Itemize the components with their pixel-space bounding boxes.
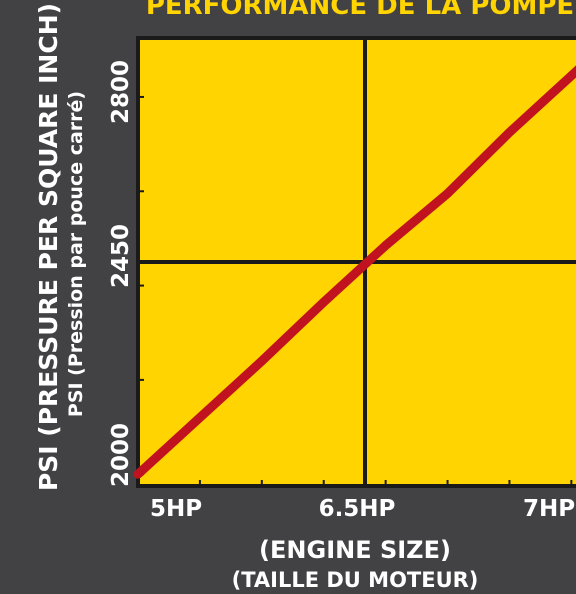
x-tick-label: 5HP [150,496,202,522]
chart-title: PERFORMANCE DE LA POMPE [146,0,574,21]
x-tick-label: 6.5HP [319,496,396,522]
x-axis-label: (ENGINE SIZE) [259,536,451,564]
x-axis-sublabel: (TAILLE DU MOTEUR) [232,568,479,592]
series-line [133,65,576,479]
y-axis-sublabel: PSI (Pression par pouce carré) [65,91,87,417]
y-tick-label: 2800 [108,60,134,124]
y-tick-label: 2000 [108,423,134,487]
y-tick-labels: 2000 2450 2800 [108,60,134,487]
x-tick-label: 7HP [523,496,575,522]
y-axis-label: PSI (PRESSURE PER SQUARE INCH) [34,3,63,491]
minor-ticks [137,95,573,486]
x-tick-labels: 5HP 6.5HP 7HP [150,496,575,522]
y-tick-label: 2450 [108,224,134,288]
